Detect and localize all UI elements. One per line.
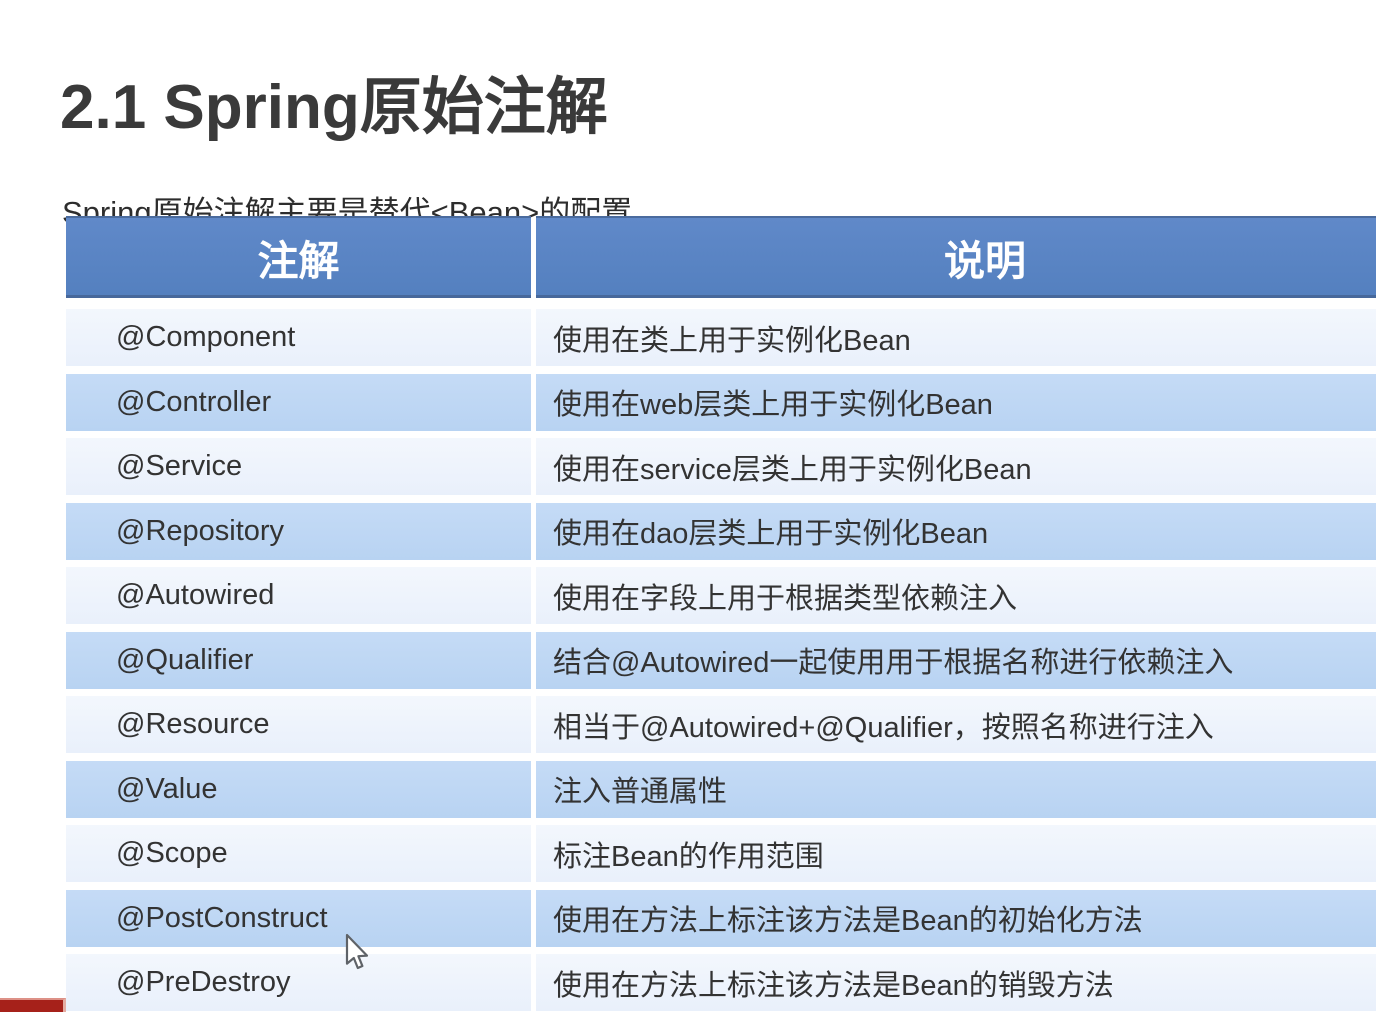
description-cell: 使用在dao层类上用于实例化Bean [536, 502, 1376, 560]
header-cell-annotation: 注解 [66, 216, 531, 298]
annotation-cell: @Qualifier [66, 631, 531, 689]
description-cell: 使用在web层类上用于实例化Bean [536, 373, 1376, 431]
annotation-cell: @Service [66, 438, 531, 495]
table-row: @Controller 使用在web层类上用于实例化Bean [66, 373, 1376, 431]
red-bar [0, 998, 66, 1012]
annotation-cell: @PostConstruct [66, 889, 531, 947]
description-cell: 结合@Autowired一起使用用于根据名称进行依赖注入 [536, 631, 1376, 689]
table-row: @PostConstruct 使用在方法上标注该方法是Bean的初始化方法 [66, 889, 1376, 947]
description-cell: 注入普通属性 [536, 760, 1376, 818]
annotation-cell: @Value [66, 760, 531, 818]
annotation-cell: @Controller [66, 373, 531, 431]
description-cell: 使用在方法上标注该方法是Bean的销毁方法 [536, 954, 1376, 1011]
table-row: @Qualifier 结合@Autowired一起使用用于根据名称进行依赖注入 [66, 631, 1376, 689]
header-cell-description: 说明 [536, 216, 1376, 298]
description-cell: 相当于@Autowired+@Qualifier，按照名称进行注入 [536, 696, 1376, 753]
table-row: @Component 使用在类上用于实例化Bean [66, 309, 1376, 366]
table-row: @Value 注入普通属性 [66, 760, 1376, 818]
table-row: @PreDestroy 使用在方法上标注该方法是Bean的销毁方法 [66, 954, 1376, 1011]
annotations-table: 注解 说明 @Component 使用在类上用于实例化Bean @Control… [66, 216, 1376, 1011]
page-title: 2.1 Spring原始注解 [60, 72, 608, 142]
table-row: @Scope 标注Bean的作用范围 [66, 825, 1376, 882]
table-row: @Repository 使用在dao层类上用于实例化Bean [66, 502, 1376, 560]
annotation-cell: @Resource [66, 696, 531, 753]
description-cell: 标注Bean的作用范围 [536, 825, 1376, 882]
description-cell: 使用在类上用于实例化Bean [536, 309, 1376, 366]
annotation-cell: @Scope [66, 825, 531, 882]
annotation-cell: @PreDestroy [66, 954, 531, 1011]
table-row: @Autowired 使用在字段上用于根据类型依赖注入 [66, 567, 1376, 624]
description-cell: 使用在字段上用于根据类型依赖注入 [536, 567, 1376, 624]
description-cell: 使用在service层类上用于实例化Bean [536, 438, 1376, 495]
description-cell: 使用在方法上标注该方法是Bean的初始化方法 [536, 889, 1376, 947]
table-row: @Resource 相当于@Autowired+@Qualifier，按照名称进… [66, 696, 1376, 753]
annotation-cell: @Component [66, 309, 531, 366]
annotation-cell: @Autowired [66, 567, 531, 624]
annotation-cell: @Repository [66, 502, 531, 560]
table-row: @Service 使用在service层类上用于实例化Bean [66, 438, 1376, 495]
table-header-row: 注解 说明 [66, 216, 1376, 298]
